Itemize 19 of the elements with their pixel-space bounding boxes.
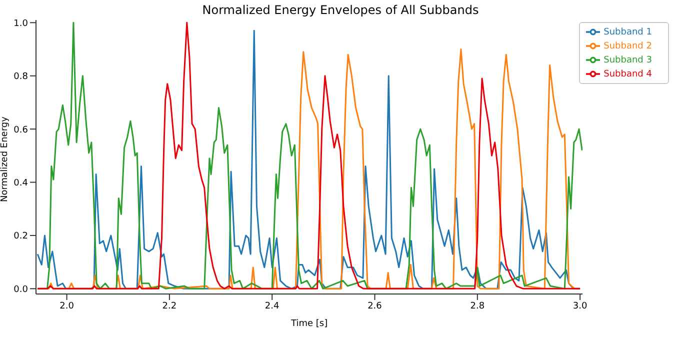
- x-tick-label: 2.4: [264, 301, 280, 312]
- y-tick-label: 0.0: [14, 284, 28, 295]
- y-tick-label: 0.2: [14, 232, 28, 242]
- legend-label: Subband 3: [604, 55, 652, 66]
- y-tick-label: 1.0: [14, 18, 28, 29]
- y-axis-title: Normalized Energy: [0, 116, 10, 202]
- y-tick-label: 0.8: [14, 72, 28, 82]
- x-tick-label: 3.0: [572, 301, 588, 312]
- legend-label: Subband 2: [604, 41, 652, 52]
- y-tick-label: 0.4: [14, 178, 28, 188]
- x-tick-label: 2.8: [470, 301, 485, 312]
- chart-title: Normalized Energy Envelopes of All Subbands: [201, 3, 480, 17]
- legend-label: Subband 1: [604, 27, 652, 38]
- x-tick-label: 2.6: [368, 301, 382, 312]
- y-tick-label: 0.6: [14, 125, 28, 136]
- x-axis-title: Time [s]: [290, 319, 328, 329]
- x-tick-label: 2.2: [162, 301, 177, 312]
- legend-label: Subband 4: [604, 69, 652, 80]
- x-tick-label: 2.0: [60, 301, 74, 312]
